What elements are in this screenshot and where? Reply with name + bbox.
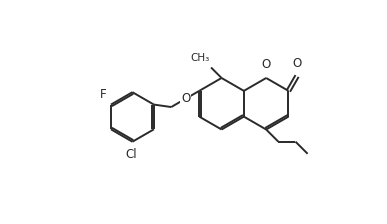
Text: O: O xyxy=(293,57,302,70)
Text: O: O xyxy=(181,92,190,105)
Text: F: F xyxy=(99,88,106,101)
Text: O: O xyxy=(262,58,271,71)
Text: CH₃: CH₃ xyxy=(190,53,209,63)
Text: Cl: Cl xyxy=(125,148,137,161)
